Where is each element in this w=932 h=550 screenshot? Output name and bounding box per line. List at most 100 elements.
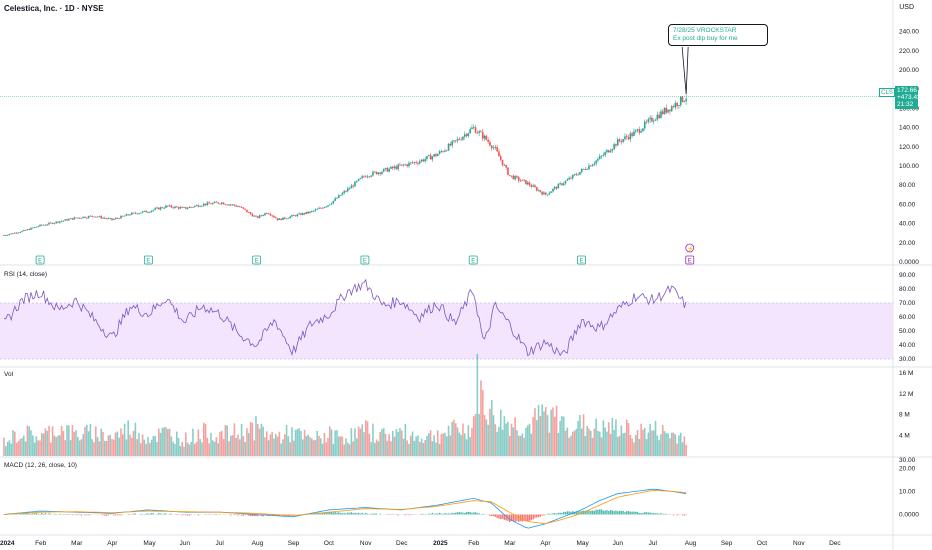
earnings-marker (360, 255, 370, 265)
volume-bar (127, 420, 129, 456)
macd-histogram-bar (458, 512, 461, 515)
macd-histogram-bar (546, 513, 549, 515)
candle-body (57, 221, 59, 223)
macd-histogram-bar (523, 514, 525, 521)
candle-body (458, 138, 461, 140)
macd-histogram-bar (170, 513, 173, 515)
time-axis-tick: Feb (35, 540, 47, 547)
volume-bar (663, 431, 666, 456)
volume-bar (130, 437, 133, 456)
candle-body (116, 218, 119, 219)
candle-body (363, 176, 365, 178)
candle-body (75, 217, 77, 219)
volume-bar (325, 442, 327, 456)
volume-bar (409, 435, 412, 456)
candle-body (537, 190, 540, 192)
candle-body (145, 210, 147, 213)
candle-body (62, 220, 65, 222)
macd-histogram-bar (163, 513, 165, 515)
time-axis-tick: Mar (504, 540, 516, 547)
volume-bar (685, 444, 687, 456)
candle-body (411, 162, 414, 164)
idea-annotation[interactable]: 7/28/25 VROCKSTAR Ex post dip buy for me (668, 24, 768, 46)
candle-body (661, 111, 664, 115)
volume-bar (129, 434, 131, 456)
macd-histogram-bar (246, 514, 248, 516)
candle-body (568, 177, 570, 180)
candle-body (136, 213, 138, 215)
volume-bar (237, 434, 239, 456)
volume-bar (249, 421, 252, 456)
candle-body (490, 145, 493, 149)
macd-histogram-bar (492, 514, 495, 517)
volume-bar (102, 431, 104, 456)
volume-bar (6, 442, 9, 456)
volume-bar (379, 432, 381, 456)
macd-histogram-bar (365, 513, 367, 515)
candle-body (15, 232, 18, 234)
macd-histogram-bar (84, 514, 86, 516)
candle-body (129, 214, 131, 216)
time-axis-tick: Jul (649, 540, 658, 547)
candle-body (604, 152, 606, 156)
candle-body (147, 212, 149, 213)
candle-body (19, 232, 21, 233)
volume-bar (573, 430, 576, 456)
volume-bar (278, 431, 281, 456)
candle-body (611, 148, 614, 151)
volume-bar (287, 436, 290, 456)
macd-histogram-bar (248, 514, 250, 516)
time-axis-tick: 2024 (0, 540, 15, 547)
macd-histogram-bar (638, 512, 641, 515)
candle-body (571, 174, 574, 179)
price-axis-tick: 40.00 (899, 221, 916, 228)
macd-histogram-bar (77, 514, 79, 516)
macd-histogram-bar (537, 514, 540, 518)
candle-body (683, 100, 686, 102)
macd-histogram-bar (447, 513, 450, 515)
volume-bar (264, 437, 266, 456)
volume-bar (579, 414, 581, 456)
volume-bar (433, 435, 435, 456)
candle-body (85, 217, 88, 219)
candle-body (564, 180, 567, 184)
macd-histogram-bar (608, 510, 610, 515)
volume-bar (256, 424, 259, 456)
volume-axis-tick: 12 M (899, 391, 913, 398)
macd-histogram-bar (127, 513, 129, 515)
candle-body (256, 216, 259, 218)
macd-histogram-bar (271, 514, 273, 516)
volume-bar (496, 431, 498, 456)
macd-histogram-bar (647, 512, 650, 515)
volume-bar (553, 416, 556, 456)
candle-body (282, 217, 284, 221)
candle-body (372, 171, 374, 176)
macd-histogram-bar (424, 513, 426, 515)
volume-bar (224, 425, 227, 456)
volume-bar (498, 426, 500, 456)
candle-body (80, 218, 83, 219)
time-axis-tick: Nov (793, 540, 805, 547)
symbol-tag: CLS (879, 88, 895, 97)
candle-body (186, 207, 189, 209)
macd-histogram-bar (102, 514, 104, 516)
macd-histogram-bar (33, 513, 36, 515)
currency-label[interactable]: USD (899, 4, 914, 11)
candle-body (156, 207, 158, 209)
macd-histogram-bar (262, 514, 264, 517)
price-axis-tick: 120.00 (899, 144, 919, 151)
volume-bar (613, 429, 615, 456)
macd-histogram-bar (433, 513, 435, 515)
macd-histogram-bar (469, 512, 471, 515)
volume-bar (71, 425, 74, 456)
volume-bar (22, 435, 25, 456)
volume-bar (323, 432, 326, 456)
volume-bar (251, 422, 254, 456)
volume-bar (525, 427, 527, 456)
candle-body (357, 178, 360, 181)
volume-bar (361, 424, 363, 456)
signal-line (3, 489, 687, 525)
candle-body (352, 185, 354, 187)
macd-histogram-bar (518, 514, 520, 522)
